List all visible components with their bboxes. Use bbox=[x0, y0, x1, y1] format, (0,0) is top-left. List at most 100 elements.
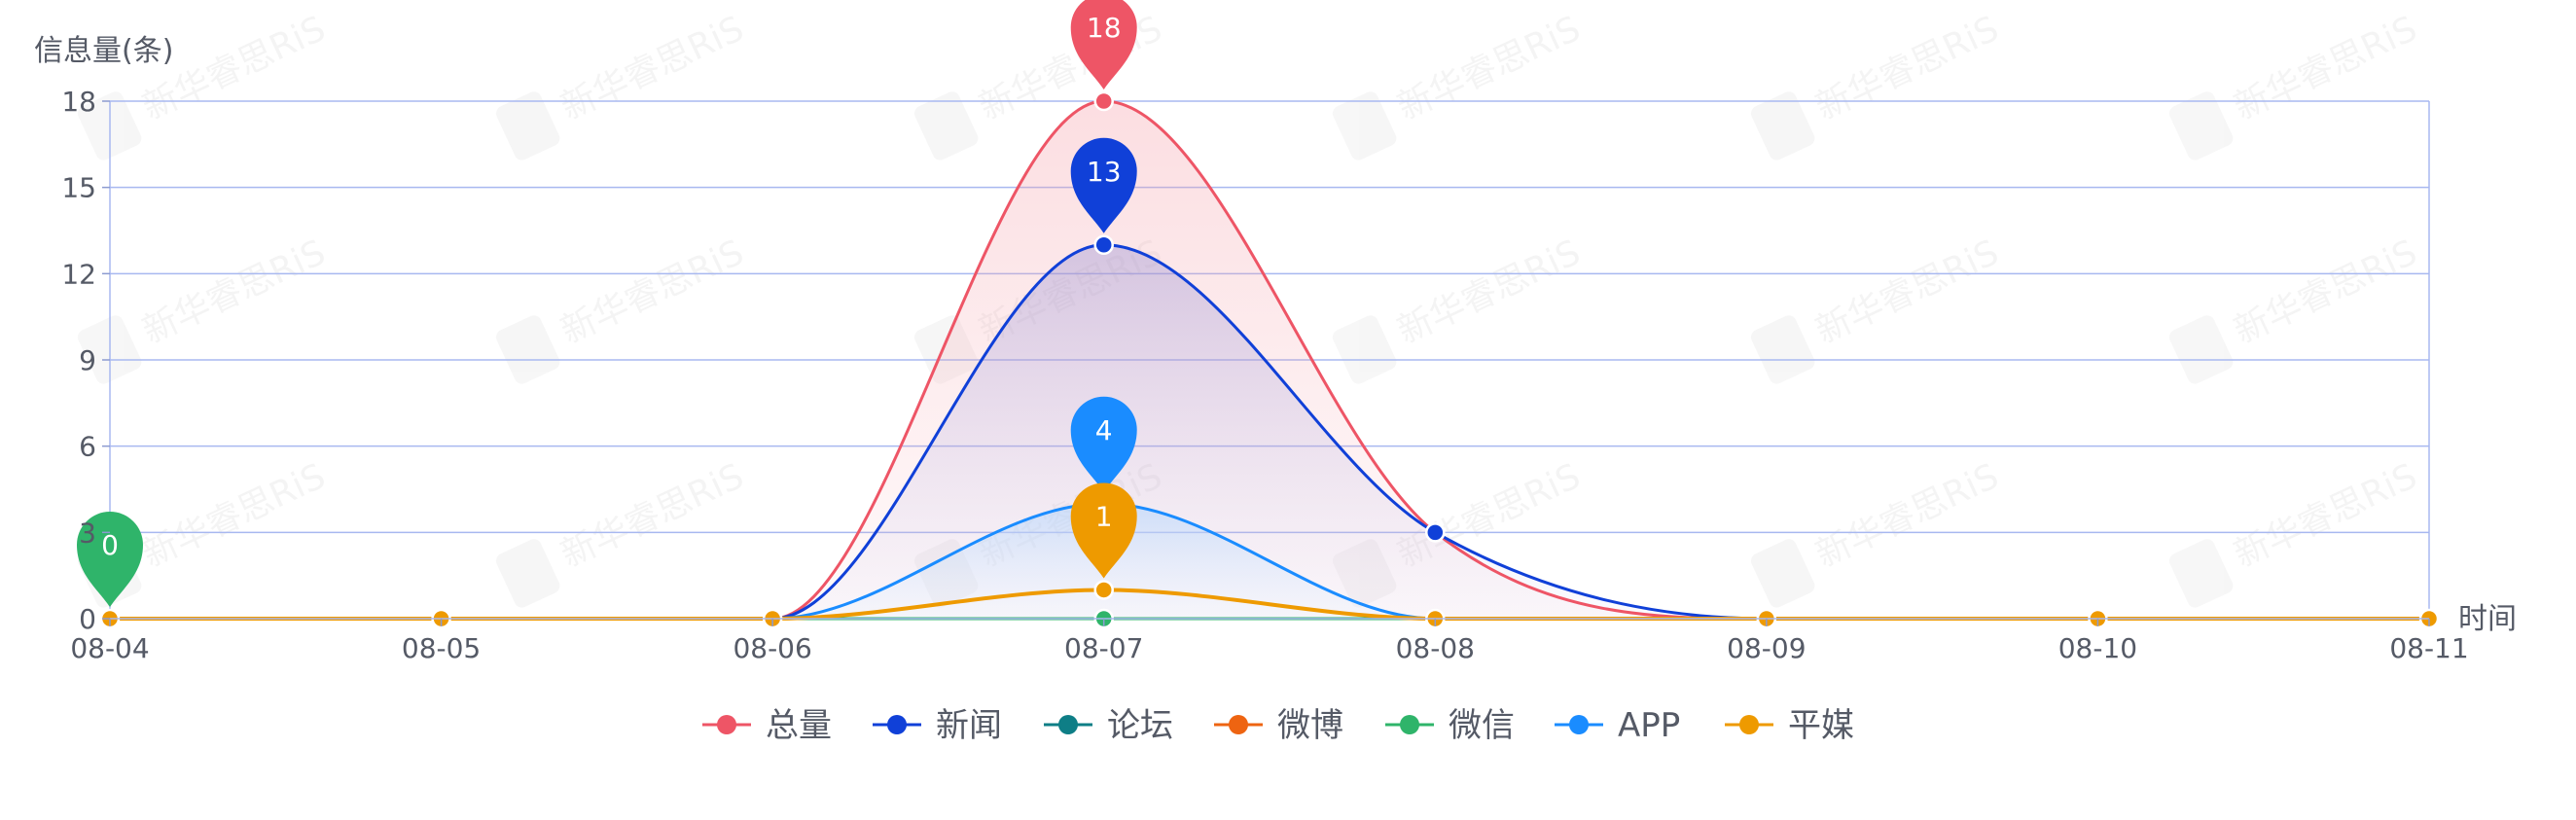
watermark-logo bbox=[495, 91, 560, 160]
data-point-平媒-08-07 bbox=[1093, 580, 1114, 600]
watermark-text: 新华睿思RiS bbox=[973, 9, 1167, 127]
watermark: 新华睿思RiS bbox=[1750, 456, 2005, 608]
watermark: 新华睿思RiS bbox=[495, 456, 750, 608]
legend-marker bbox=[1058, 715, 1078, 734]
watermark-logo bbox=[1332, 315, 1397, 384]
legend-marker bbox=[717, 715, 736, 734]
legend-item-平媒[interactable]: 平媒 bbox=[1725, 706, 1854, 745]
watermark: 新华睿思RiS bbox=[1750, 232, 2005, 384]
watermark-text: 新华睿思RiS bbox=[1809, 232, 2004, 351]
y-tick-label: 15 bbox=[61, 172, 96, 204]
watermark: 新华睿思RiS bbox=[77, 232, 332, 384]
watermark-logo bbox=[495, 539, 560, 608]
y-tick-label: 9 bbox=[79, 344, 96, 376]
x-tick-label: 08-08 bbox=[1396, 632, 1475, 664]
legend[interactable]: 总量 新闻 论坛 微博 微信 APP 平媒 bbox=[702, 706, 1854, 745]
watermark: 新华睿思RiS bbox=[2168, 456, 2423, 608]
legend-item-新闻[interactable]: 新闻 bbox=[873, 706, 1002, 745]
legend-marker bbox=[1229, 715, 1248, 734]
watermark-text: 新华睿思RiS bbox=[555, 9, 749, 127]
watermark: 新华睿思RiS bbox=[1750, 9, 2005, 160]
watermark: 新华睿思RiS bbox=[2168, 9, 2423, 160]
watermark-logo bbox=[1750, 315, 1815, 384]
pin-marker bbox=[1070, 0, 1137, 89]
watermark: 新华睿思RiS bbox=[77, 9, 332, 160]
x-tick-label: 08-06 bbox=[733, 632, 811, 664]
pin-label: 13 bbox=[1087, 156, 1122, 188]
watermark-text: 新华睿思RiS bbox=[136, 456, 331, 575]
legend-item-APP[interactable]: APP bbox=[1555, 706, 1680, 745]
data-point-新闻-08-08 bbox=[1425, 522, 1446, 543]
x-tick-label: 08-10 bbox=[2058, 632, 2137, 664]
watermark-logo bbox=[1332, 91, 1397, 160]
watermark-logo bbox=[913, 91, 979, 160]
watermark-logo bbox=[2168, 539, 2234, 608]
watermark-logo bbox=[1750, 91, 1815, 160]
watermark-text: 新华睿思RiS bbox=[1391, 232, 1586, 351]
pin-label: 0 bbox=[101, 529, 119, 561]
data-point-总量-08-07 bbox=[1093, 90, 1114, 112]
legend-label: 新闻 bbox=[936, 706, 1002, 745]
legend-item-总量[interactable]: 总量 bbox=[702, 706, 832, 745]
x-tick-label: 08-07 bbox=[1064, 632, 1143, 664]
legend-item-论坛[interactable]: 论坛 bbox=[1044, 706, 1173, 745]
value-pin-APP: 4 bbox=[1070, 396, 1137, 492]
pin-label: 1 bbox=[1095, 500, 1113, 532]
watermark: 新华睿思RiS bbox=[1332, 9, 1587, 160]
watermark-logo bbox=[2168, 91, 2234, 160]
pin-marker bbox=[1070, 482, 1137, 579]
legend-label: APP bbox=[1618, 706, 1680, 745]
legend-marker bbox=[1569, 715, 1589, 734]
pin-marker bbox=[1070, 396, 1137, 492]
watermark-text: 新华睿思RiS bbox=[555, 232, 749, 351]
pin-marker bbox=[1070, 137, 1137, 233]
value-pins: 18 13 0 4 1 bbox=[77, 0, 1137, 607]
watermark: 新华睿思RiS bbox=[2168, 232, 2423, 384]
watermark-logo bbox=[1750, 539, 1815, 608]
legend-label: 平媒 bbox=[1788, 706, 1854, 745]
x-tick-label: 08-11 bbox=[2389, 632, 2468, 664]
watermark-logo bbox=[2168, 315, 2234, 384]
value-pin-平媒: 1 bbox=[1070, 482, 1137, 579]
watermark-logo bbox=[495, 315, 560, 384]
legend-label: 微博 bbox=[1277, 706, 1343, 745]
watermark: 新华睿思RiS bbox=[1332, 232, 1587, 384]
pin-marker bbox=[77, 512, 143, 607]
watermark-text: 新华睿思RiS bbox=[136, 9, 331, 127]
pin-label: 18 bbox=[1087, 12, 1122, 44]
series-1-area bbox=[110, 244, 2429, 619]
legend-label: 论坛 bbox=[1107, 706, 1173, 745]
legend-marker bbox=[1400, 715, 1419, 734]
watermark-text: 新华睿思RiS bbox=[2228, 232, 2422, 351]
pin-label: 4 bbox=[1095, 414, 1113, 446]
value-pin-新闻: 13 bbox=[1070, 137, 1137, 233]
legend-label: 总量 bbox=[766, 706, 832, 745]
watermark-text: 新华睿思RiS bbox=[2228, 9, 2422, 127]
watermark-text: 新华睿思RiS bbox=[555, 456, 749, 575]
y-axis-title: 信息量(条) bbox=[34, 34, 173, 68]
watermark: 新华睿思RiS bbox=[495, 232, 750, 384]
x-tick-label: 08-09 bbox=[1727, 632, 1806, 664]
x-tick-label: 08-05 bbox=[402, 632, 481, 664]
value-pin-总量: 18 bbox=[1070, 0, 1137, 89]
series-0-area bbox=[110, 101, 2429, 619]
x-tick-label: 08-04 bbox=[70, 632, 149, 664]
legend-marker bbox=[887, 715, 907, 734]
legend-item-微信[interactable]: 微信 bbox=[1385, 706, 1515, 745]
legend-marker bbox=[1739, 715, 1759, 734]
legend-item-微博[interactable]: 微博 bbox=[1214, 706, 1343, 745]
y-tick-label: 18 bbox=[61, 86, 96, 118]
y-tick-label: 12 bbox=[61, 258, 96, 290]
data-point-新闻-08-07 bbox=[1093, 234, 1114, 256]
y-tick-label: 3 bbox=[79, 517, 96, 549]
watermark-text: 新华睿思RiS bbox=[1391, 9, 1586, 127]
x-axis-title: 时间 bbox=[2458, 602, 2517, 636]
watermark-text: 新华睿思RiS bbox=[2228, 456, 2422, 575]
y-tick-label: 6 bbox=[79, 431, 96, 463]
value-pin-微信: 0 bbox=[77, 512, 143, 607]
axes: 03 6 9 12 15 18 08-04 08-05 08-06 08-07 08-08 08-09… bbox=[34, 34, 2517, 664]
watermark: 新华睿思RiS bbox=[495, 9, 750, 160]
watermark-text: 新华睿思RiS bbox=[1809, 9, 2004, 127]
